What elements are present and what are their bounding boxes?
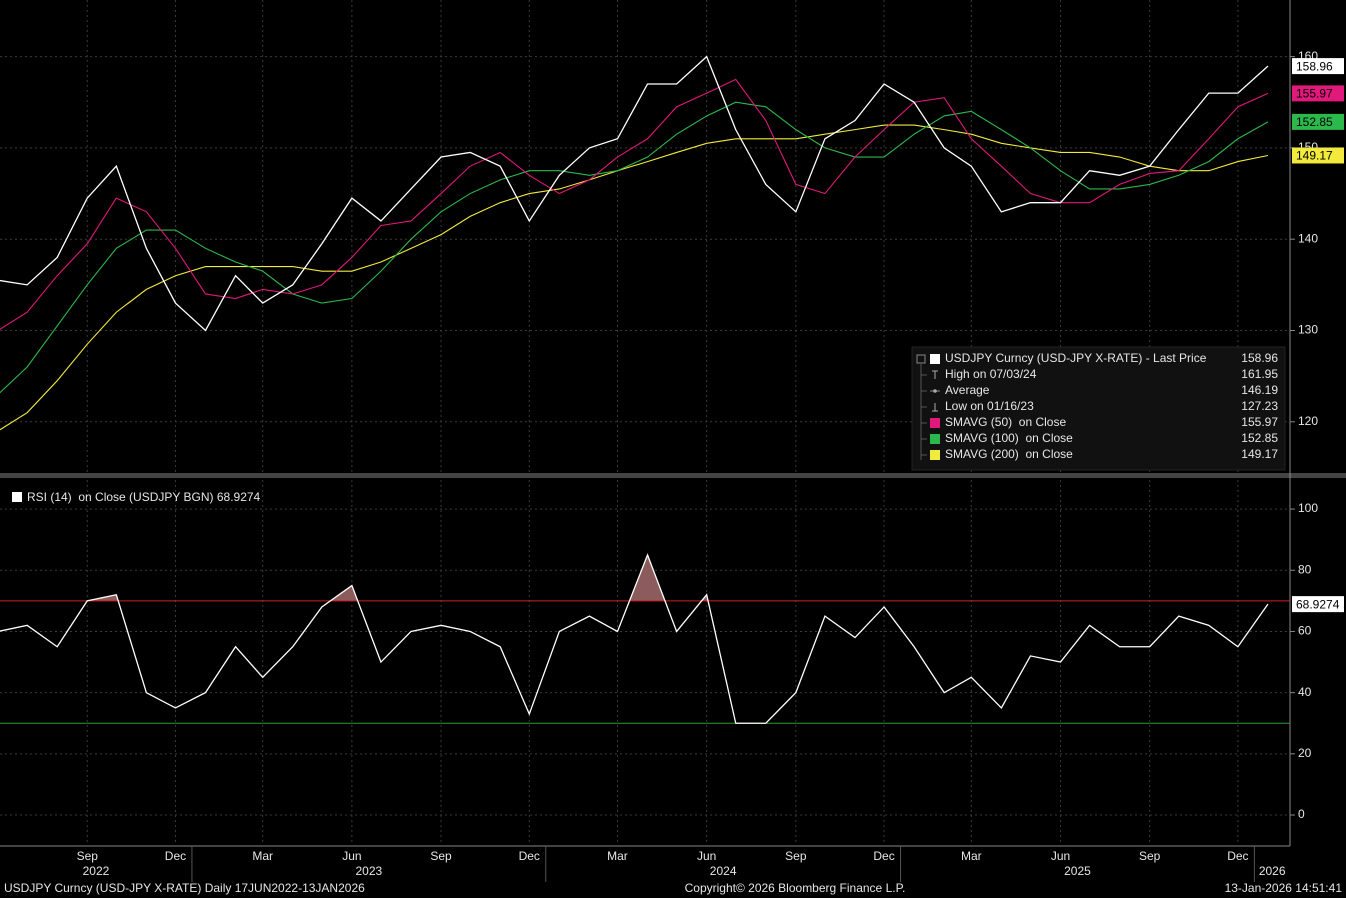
legend-box bbox=[911, 346, 1286, 471]
legend-collapse bbox=[916, 354, 926, 364]
x-tick-label: Jun bbox=[697, 849, 716, 863]
x-tick-label: Sep bbox=[77, 849, 99, 863]
x-tick-label: Sep bbox=[430, 849, 452, 863]
x-tick-label: Dec bbox=[165, 849, 186, 863]
moving-average-line bbox=[0, 78, 1269, 330]
legend-value: 146.19 bbox=[1241, 383, 1278, 397]
rsi-legend-value: 68.9274 bbox=[217, 490, 261, 504]
last-value-label: 155.97 bbox=[1296, 87, 1333, 101]
year-label: 2023 bbox=[355, 864, 382, 878]
y-tick-label: 140 bbox=[1298, 231, 1318, 245]
x-tick-label: Mar bbox=[607, 849, 628, 863]
legend-label: High on 07/03/24 bbox=[945, 367, 1037, 381]
y-tick-label: 40 bbox=[1298, 685, 1312, 699]
year-label: 2026 bbox=[1259, 864, 1286, 878]
year-label: 2022 bbox=[83, 864, 110, 878]
x-tick-label: Dec bbox=[519, 849, 540, 863]
legend-label: SMAVG (100) on Close bbox=[945, 431, 1073, 445]
legend-value: 149.17 bbox=[1241, 447, 1278, 461]
price-line bbox=[0, 55, 1269, 332]
legend-swatch bbox=[930, 354, 940, 364]
last-value-tag bbox=[1292, 147, 1344, 164]
legend-value: 158.96 bbox=[1241, 351, 1278, 365]
y-tick-label: 80 bbox=[1298, 562, 1312, 576]
legend-value: 152.85 bbox=[1241, 431, 1278, 445]
legend-label: Average bbox=[945, 383, 990, 397]
year-label: 2024 bbox=[710, 864, 737, 878]
legend-swatch bbox=[930, 450, 940, 460]
legend-label: USDJPY Curncy (USD-JPY X-RATE) - Last Pr… bbox=[945, 351, 1207, 365]
series-group bbox=[0, 55, 1269, 431]
legend-value: 161.95 bbox=[1241, 367, 1278, 381]
last-value-label: 158.96 bbox=[1296, 59, 1333, 73]
legend-swatch bbox=[930, 434, 940, 444]
last-value-tag bbox=[1292, 113, 1344, 130]
footer-center: Copyright© 2026 Bloomberg Finance L.P. bbox=[685, 881, 906, 895]
x-tick-label: Sep bbox=[785, 849, 807, 863]
panel-divider bbox=[0, 473, 1346, 478]
last-value-tag bbox=[1292, 85, 1344, 102]
x-tick-label: Mar bbox=[961, 849, 982, 863]
x-tick-label: Mar bbox=[252, 849, 273, 863]
year-label: 2025 bbox=[1064, 864, 1091, 878]
footer-right: 13-Jan-2026 14:51:41 bbox=[1225, 881, 1343, 895]
rsi-legend-swatch bbox=[12, 492, 22, 502]
y-tick-label: 100 bbox=[1298, 501, 1318, 515]
last-value-tag bbox=[1292, 596, 1344, 613]
y-tick-label: 0 bbox=[1298, 807, 1305, 821]
y-tick-label: 20 bbox=[1298, 746, 1312, 760]
legend-value: 155.97 bbox=[1241, 415, 1278, 429]
last-value-label: 149.17 bbox=[1296, 149, 1333, 163]
x-tick-label: Sep bbox=[1139, 849, 1161, 863]
rsi-line bbox=[0, 553, 1269, 724]
legend-label: SMAVG (50) on Close bbox=[945, 415, 1066, 429]
legend-label: Low on 01/16/23 bbox=[945, 399, 1034, 413]
y-tick-label: 60 bbox=[1298, 624, 1312, 638]
last-value-label: 152.85 bbox=[1296, 115, 1333, 129]
rsi-legend-name: RSI (14) on Close (USDJPY BGN) bbox=[27, 490, 214, 504]
x-tick-label: Dec bbox=[1227, 849, 1248, 863]
moving-average-line bbox=[0, 124, 1269, 431]
y-tick-label: 130 bbox=[1298, 323, 1318, 337]
series-group bbox=[0, 553, 1269, 724]
legend-icon bbox=[933, 389, 937, 393]
x-tick-label: Jun bbox=[1051, 849, 1070, 863]
legend-swatch bbox=[930, 418, 940, 428]
x-tick-label: Dec bbox=[873, 849, 894, 863]
y-tick-label: 120 bbox=[1298, 414, 1318, 428]
last-value-tag bbox=[1292, 58, 1344, 75]
x-tick-label: Jun bbox=[342, 849, 361, 863]
legend-label: SMAVG (200) on Close bbox=[945, 447, 1073, 461]
moving-average-line bbox=[0, 101, 1269, 394]
rsi-legend: RSI (14) on Close (USDJPY BGN) 68.9274 bbox=[27, 490, 261, 504]
last-value-label: 68.9274 bbox=[1296, 597, 1340, 611]
footer-left: USDJPY Curncy (USD-JPY X-RATE) Daily 17J… bbox=[4, 881, 365, 895]
legend-value: 127.23 bbox=[1241, 399, 1278, 413]
